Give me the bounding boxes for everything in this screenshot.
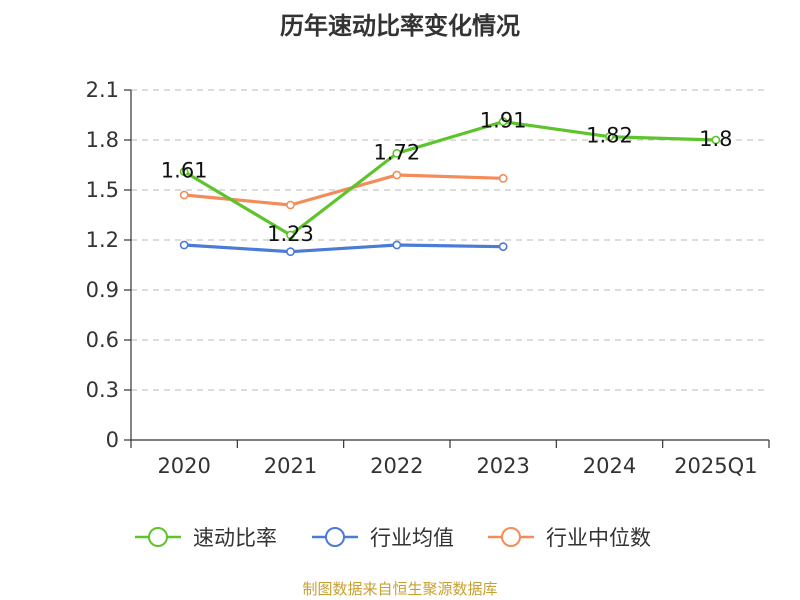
legend-item: 行业中位数 — [488, 526, 651, 550]
data-point — [392, 148, 402, 158]
x-tick-label: 2023 — [476, 454, 529, 478]
data-point — [179, 190, 189, 200]
data-label: 1.82 — [586, 124, 633, 148]
x-tick-label: 2025Q1 — [674, 454, 757, 478]
legend-marker — [501, 527, 521, 547]
series-line — [184, 243, 504, 254]
legend-marker — [148, 527, 168, 547]
data-point — [498, 117, 508, 127]
y-tick-label: 0 — [106, 428, 119, 452]
data-label: 1.61 — [161, 159, 208, 183]
data-label: 1.91 — [480, 109, 527, 133]
y-tick-label: 1.5 — [86, 178, 119, 202]
data-point — [605, 132, 614, 142]
legend-label: 速动比率 — [193, 526, 277, 550]
x-tick-label: 2022 — [370, 454, 423, 478]
y-tick-label: 0.6 — [86, 328, 119, 352]
y-tick-label: 2.1 — [86, 78, 119, 102]
x-tick-label: 2020 — [157, 454, 210, 478]
data-point — [286, 247, 295, 257]
source-note: 制图数据来自恒生聚源数据库 — [302, 580, 498, 598]
legend-marker — [325, 527, 345, 547]
data-label: 1.8 — [699, 127, 732, 151]
series-line — [183, 120, 716, 237]
x-tick-label: 2021 — [264, 454, 317, 478]
series-line — [184, 173, 504, 207]
data-point — [392, 240, 402, 250]
y-tick-label: 1.8 — [86, 128, 119, 152]
data-point — [179, 240, 189, 250]
data-point — [392, 170, 402, 180]
legend-label: 行业均值 — [370, 526, 454, 550]
legend-item: 速动比率 — [135, 526, 277, 550]
data-point — [498, 173, 508, 183]
chart-title: 历年速动比率变化情况 — [280, 12, 520, 40]
x-tick-label: 2024 — [583, 454, 636, 478]
legend-item: 行业均值 — [312, 526, 454, 550]
data-point — [711, 135, 721, 145]
legend-label: 行业中位数 — [546, 526, 651, 550]
y-tick-label: 0.3 — [86, 378, 119, 402]
y-tick-label: 1.2 — [86, 228, 119, 252]
data-label: 1.23 — [267, 222, 314, 246]
data-point — [498, 242, 508, 252]
data-point — [286, 200, 295, 210]
data-label: 1.72 — [373, 140, 420, 164]
data-point — [286, 230, 295, 240]
data-point — [179, 167, 189, 177]
y-tick-label: 0.9 — [86, 278, 119, 302]
